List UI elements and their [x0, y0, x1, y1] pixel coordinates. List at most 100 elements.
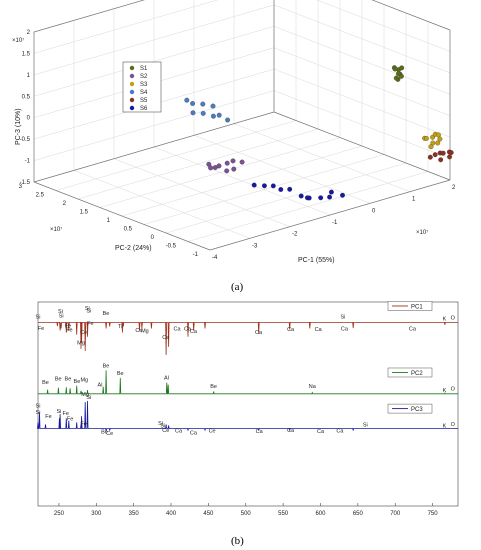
point-s6 [327, 194, 333, 200]
box-edge [33, 0, 145, 33]
pca-3d-scatter: -4 -3 -2 -1 0 1 2 -1 -0.5 0 0.5 1 1.5 2 2.5 3-1.5 -1 -0.5… [12, 0, 456, 293]
loadings-spectra: 250 300 350 400 450 500 550 600 650 700 750 SiFeSi… [36, 301, 459, 547]
floor-grid-line [143, 154, 385, 225]
side-grid-line [273, 47, 451, 116]
point-s2 [230, 158, 236, 164]
element-label: Ce [209, 429, 216, 435]
side-grid-line [273, 4, 451, 74]
element-label: Be [103, 363, 110, 369]
element-label: O [451, 422, 456, 428]
pc2-tick-label: 3 [19, 184, 23, 190]
element-label: Be [65, 377, 72, 383]
legend-label-s6: S6 [140, 106, 148, 112]
element-label: Ca [341, 327, 349, 333]
element-label: Si [59, 313, 64, 319]
element-label: Fe [67, 417, 73, 423]
box-edge [273, 111, 451, 181]
pc1-tick-label: -1 [332, 220, 338, 226]
floor-grid-line [55, 120, 297, 191]
floor-grid-line [77, 128, 319, 200]
point-s2 [224, 168, 230, 174]
legend-label-s3: S3 [140, 82, 148, 88]
element-label: Na [309, 384, 317, 390]
pc3-tick-label: 1.5 [22, 51, 31, 57]
point-s6 [278, 187, 284, 192]
element-label: Ca [190, 431, 198, 437]
element-label: Be [117, 371, 124, 377]
pc2-tick-label: 0 [151, 235, 155, 241]
element-label: Ti [118, 324, 122, 330]
pc1-axis-label: PC-1 (55%) [298, 257, 335, 264]
element-label: Si [363, 422, 368, 428]
legend-marker-s4 [129, 89, 135, 95]
pc2-axis-label: PC-2 (24%) [115, 245, 152, 252]
pc2-tick-label: -1 [193, 252, 199, 258]
caption-b: (b) [231, 535, 244, 547]
box-edge [209, 179, 451, 251]
element-label: Fe [45, 414, 51, 420]
point-s5 [447, 154, 453, 160]
side-grid-line [273, 26, 451, 95]
pc1-tick-label: 2 [452, 185, 456, 191]
point-s6 [328, 189, 334, 195]
legend-box-pc3 [387, 403, 433, 414]
legend-box-pc2 [387, 367, 433, 378]
element-label: Ca [135, 328, 143, 334]
legend-label-pc1: PC1 [411, 304, 423, 310]
side-grid-line [273, 68, 451, 138]
point-s3 [423, 135, 429, 141]
point-s6 [340, 192, 345, 198]
pc1-tick-label: -4 [212, 255, 218, 261]
element-label: Ca [287, 327, 295, 333]
point-s5 [448, 150, 454, 156]
element-label: K [443, 423, 447, 429]
x-tick-label: 550 [278, 511, 289, 517]
point-s4 [225, 117, 231, 123]
point-s2 [224, 160, 230, 166]
element-label: Ca [184, 327, 192, 333]
back-grid-line [33, 0, 218, 54]
floor-grid-line [121, 145, 363, 217]
point-s3 [435, 140, 441, 146]
element-label: Fe [38, 326, 44, 332]
pc2-tick-label: 2 [63, 201, 67, 207]
point-s6 [251, 182, 257, 188]
spectra-x-ticks: 250 300 350 400 450 500 550 600 650 700 750 [54, 503, 438, 517]
legend-label-pc2: PC2 [411, 371, 423, 377]
element-label: Ce [162, 428, 169, 434]
caption-a: (a) [231, 281, 244, 293]
back-grid-line [33, 4, 275, 76]
element-label: Ce [106, 431, 113, 437]
element-label: K [443, 388, 447, 394]
element-label: Al [164, 376, 169, 382]
element-label: Fe [62, 411, 68, 417]
element-label: Be [210, 384, 217, 390]
x-tick-label: 500 [241, 511, 252, 517]
point-s2 [239, 159, 245, 165]
point-s4 [210, 103, 216, 109]
legend-box-pc1 [387, 301, 433, 311]
point-s1 [392, 66, 398, 72]
floor-grid-line [187, 171, 429, 242]
element-label: Ca [256, 429, 264, 435]
point-s1 [399, 65, 405, 71]
element-label: O [451, 387, 456, 393]
point-s5 [432, 152, 438, 158]
spectra-frame [37, 301, 459, 507]
element-label: Si [36, 314, 41, 320]
point-s1 [398, 73, 404, 79]
box-edge [33, 111, 275, 183]
point-s6 [306, 195, 312, 201]
element-label: Ca [175, 429, 183, 435]
point-s4 [184, 97, 190, 103]
spectra-legends: PC1 PC2 PC3 [387, 301, 433, 414]
element-label: Fe [66, 328, 72, 334]
pc2-exponent: ×10⁷ [50, 226, 62, 233]
point-s4 [200, 110, 206, 116]
spectra-lines [37, 322, 458, 432]
pc3-tick-label: 0 [27, 116, 31, 122]
legend-label-pc3: PC3 [411, 407, 423, 413]
x-tick-label: 450 [203, 511, 214, 517]
point-s4 [190, 101, 196, 106]
element-label: Mg [77, 340, 85, 346]
